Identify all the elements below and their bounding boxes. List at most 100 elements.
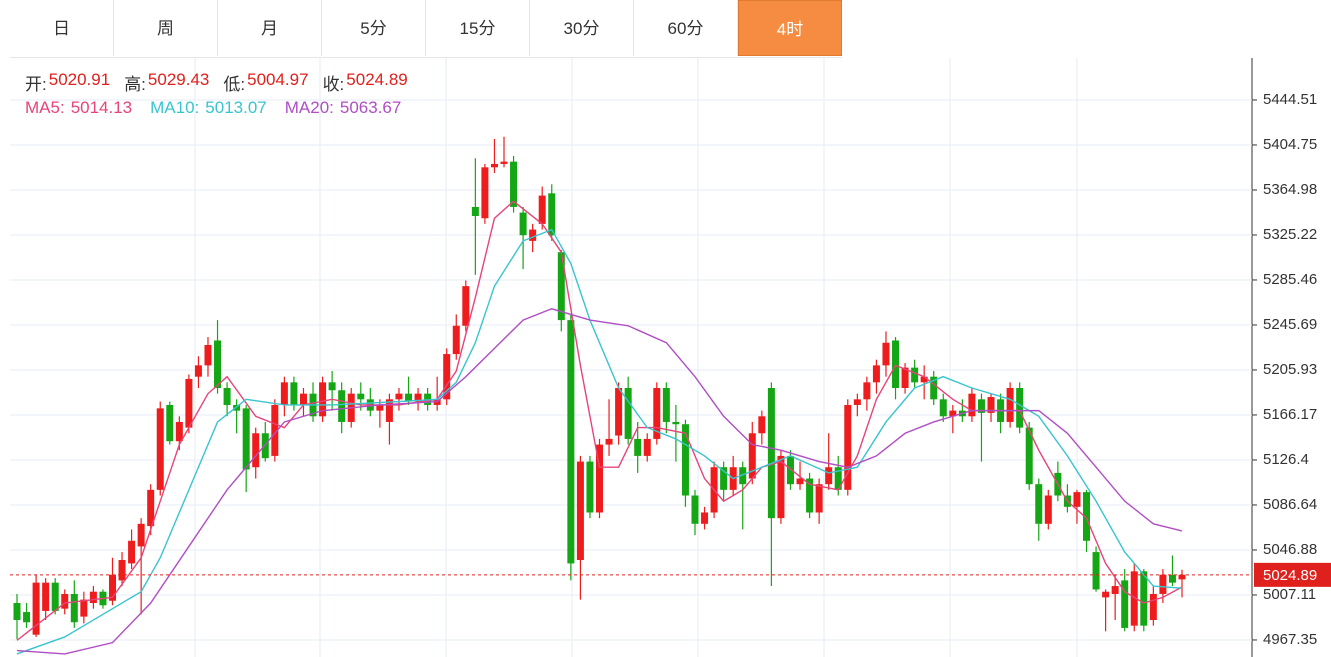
y-tick-label: 5205.93 <box>1263 361 1317 378</box>
legend-label: 高: <box>124 75 146 94</box>
period-tab[interactable]: 日 <box>10 0 114 56</box>
candle-body <box>185 378 193 428</box>
candle-body <box>691 495 699 524</box>
candle-body <box>643 438 651 456</box>
candle-body <box>796 478 804 485</box>
candle-body <box>510 161 518 207</box>
period-tab[interactable]: 5分 <box>322 0 426 56</box>
candle-body <box>1102 591 1110 598</box>
candle-body <box>271 404 279 456</box>
candle-body <box>681 424 689 496</box>
candle-body <box>1149 593 1157 620</box>
legend-value: 5013.07 <box>205 98 267 117</box>
candle-body <box>233 404 241 411</box>
candle-body <box>1073 492 1081 507</box>
candle-body <box>748 433 756 479</box>
y-tick-label: 5245.69 <box>1263 316 1317 333</box>
candle-body <box>1168 574 1176 583</box>
legend-value: 5004.97 <box>247 70 309 89</box>
candle-body <box>538 195 546 224</box>
candle-body <box>567 320 575 564</box>
candle-body <box>892 340 900 388</box>
legend-label: 收: <box>322 75 345 94</box>
candle-body <box>548 193 556 236</box>
candle-body <box>586 461 594 513</box>
candle-body <box>108 574 116 601</box>
ma-legend: MA5: 5014.13 MA10: 5013.07 MA20: 5063.67 <box>25 98 419 118</box>
candle-body <box>920 376 928 383</box>
candle-body <box>405 393 413 402</box>
candle-body <box>357 393 365 400</box>
candle-body <box>825 467 833 485</box>
period-tab[interactable]: 月 <box>218 0 322 56</box>
candle-body <box>328 382 336 391</box>
period-tabs: 日周月 5分 15分 30分 60分 4时 <box>10 0 842 58</box>
last-price-label: 5024.89 <box>1263 567 1317 584</box>
legend-label: MA20: <box>284 98 334 117</box>
period-tab[interactable]: 30分 <box>530 0 634 56</box>
candle-body <box>481 167 489 219</box>
candle-body <box>204 344 212 366</box>
last-price-box <box>1254 562 1331 587</box>
candle-body <box>242 408 250 470</box>
candle-body <box>319 382 327 417</box>
y-tick-label: 5007.11 <box>1263 586 1316 603</box>
candle-body <box>32 582 40 635</box>
candle-body <box>280 382 288 405</box>
candle-body <box>175 421 183 442</box>
candle-body <box>911 367 919 383</box>
candle-body <box>968 393 976 417</box>
candle-body <box>1083 492 1091 541</box>
y-tick-label: 4967.35 <box>1263 631 1317 648</box>
candle-body <box>1044 495 1052 524</box>
candle-body <box>1016 387 1024 428</box>
candle-body <box>89 591 97 604</box>
candle-body <box>863 382 871 400</box>
candle-body <box>414 393 422 402</box>
legend-label: MA5: <box>25 98 65 117</box>
candle-body <box>806 478 814 513</box>
candle-body <box>299 393 307 405</box>
candle-body <box>786 455 794 485</box>
candle-body <box>385 399 393 422</box>
candle-body <box>1140 571 1148 626</box>
period-tab[interactable]: 周 <box>114 0 218 56</box>
y-tick-label: 5285.46 <box>1263 271 1317 288</box>
legend-value: 5020.91 <box>48 70 111 89</box>
candle-body <box>471 206 479 216</box>
period-tab[interactable]: 15分 <box>426 0 530 56</box>
candle-body <box>13 603 21 620</box>
candle-body <box>252 433 260 468</box>
candle-body <box>1111 586 1119 594</box>
candle-body <box>615 387 623 436</box>
candle-body <box>758 416 766 434</box>
candle-body <box>1121 580 1129 628</box>
candle-body <box>596 444 603 513</box>
candle-body <box>930 376 938 400</box>
candle-body <box>653 387 661 439</box>
candle-body <box>662 387 670 422</box>
candle-body <box>1035 484 1043 524</box>
period-tab[interactable]: 60分 <box>634 0 738 56</box>
legend-value: 5014.13 <box>70 98 133 117</box>
candle-body <box>529 229 537 241</box>
candle-body <box>1178 574 1186 580</box>
y-tick-label: 5086.64 <box>1263 496 1317 513</box>
candle-body <box>987 397 995 413</box>
legend-label: MA10: <box>150 98 200 117</box>
candle-body <box>1025 427 1033 485</box>
candle-body <box>767 387 775 519</box>
period-tab[interactable]: 4时 <box>738 0 842 56</box>
candle-body <box>70 593 78 623</box>
candle-body <box>51 582 59 611</box>
candle-body <box>701 512 709 524</box>
candle-body <box>80 599 88 617</box>
candle-body <box>1006 387 1014 422</box>
candle-body <box>605 438 613 445</box>
candle-body <box>576 461 584 561</box>
candle-body <box>834 467 842 490</box>
legend-value: 5063.67 <box>339 98 402 117</box>
candle-body <box>882 342 890 366</box>
y-tick-label: 5444.51 <box>1263 91 1317 108</box>
